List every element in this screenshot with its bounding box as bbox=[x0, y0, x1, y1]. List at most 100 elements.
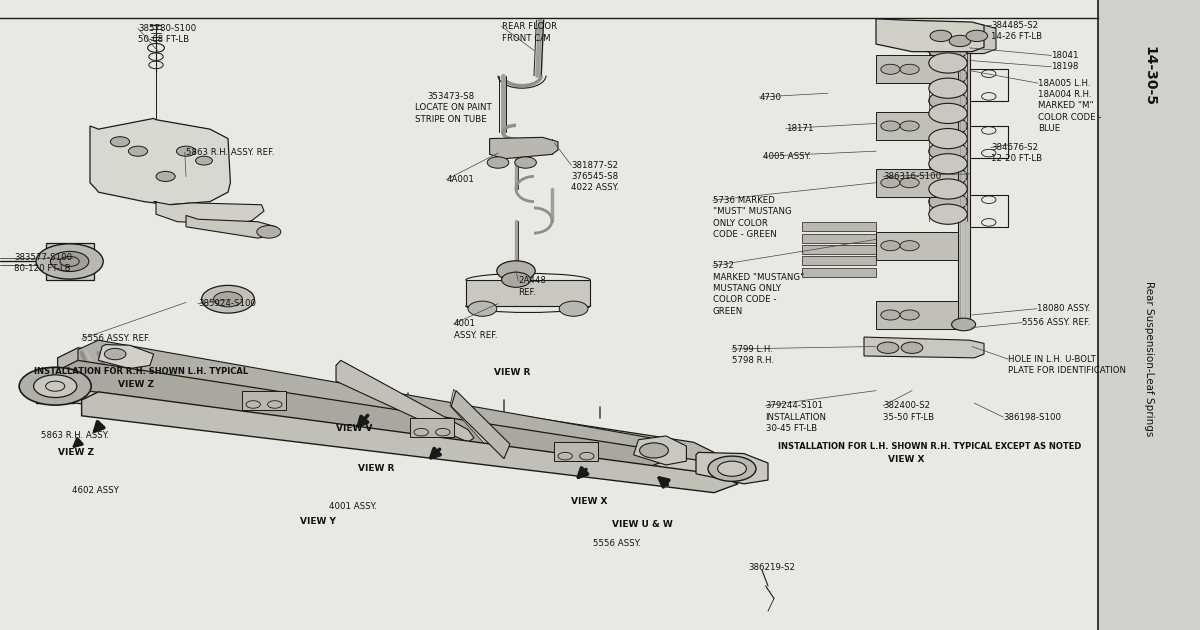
Text: PLATE FOR IDENTIFICATION: PLATE FOR IDENTIFICATION bbox=[1008, 366, 1126, 375]
Circle shape bbox=[881, 310, 900, 320]
Polygon shape bbox=[154, 202, 264, 224]
Text: 4730: 4730 bbox=[760, 93, 781, 101]
Text: 18A004 R.H.: 18A004 R.H. bbox=[1038, 90, 1092, 99]
Circle shape bbox=[929, 91, 967, 111]
Text: MARKED "MUSTANG": MARKED "MUSTANG" bbox=[713, 273, 804, 282]
Circle shape bbox=[900, 121, 919, 131]
Text: 50-68 FT-LB: 50-68 FT-LB bbox=[138, 35, 190, 44]
Circle shape bbox=[929, 40, 967, 60]
Circle shape bbox=[929, 103, 967, 123]
Circle shape bbox=[640, 443, 668, 458]
Circle shape bbox=[929, 78, 967, 98]
Text: 18171: 18171 bbox=[786, 124, 814, 133]
Text: VIEW Y: VIEW Y bbox=[300, 517, 336, 526]
Circle shape bbox=[257, 226, 281, 238]
Circle shape bbox=[36, 244, 103, 279]
Circle shape bbox=[708, 456, 756, 481]
Circle shape bbox=[900, 310, 919, 320]
Text: REAR FLOOR: REAR FLOOR bbox=[502, 22, 557, 31]
Circle shape bbox=[929, 129, 967, 149]
Polygon shape bbox=[451, 391, 510, 459]
Circle shape bbox=[929, 66, 967, 86]
Text: 376545-S8: 376545-S8 bbox=[571, 172, 618, 181]
Circle shape bbox=[515, 157, 536, 168]
Text: MUSTANG ONLY: MUSTANG ONLY bbox=[713, 284, 781, 293]
Polygon shape bbox=[186, 215, 276, 238]
Text: 18198: 18198 bbox=[1051, 62, 1079, 71]
Text: 18A005 L.H.: 18A005 L.H. bbox=[1038, 79, 1091, 88]
Polygon shape bbox=[554, 442, 598, 461]
Circle shape bbox=[881, 64, 900, 74]
Polygon shape bbox=[876, 232, 958, 260]
Text: 14-26 FT-LB: 14-26 FT-LB bbox=[991, 32, 1043, 41]
Text: Rear Suspension-Leaf Springs: Rear Suspension-Leaf Springs bbox=[1144, 282, 1154, 437]
Polygon shape bbox=[864, 337, 984, 358]
Text: 5556 ASSY.: 5556 ASSY. bbox=[593, 539, 641, 547]
Circle shape bbox=[502, 272, 530, 287]
Text: 5556 ASSY. REF.: 5556 ASSY. REF. bbox=[82, 335, 150, 343]
Text: REF.: REF. bbox=[518, 288, 536, 297]
Text: 2A448: 2A448 bbox=[518, 277, 546, 285]
Text: INSTALLATION FOR L.H. SHOWN R.H. TYPICAL EXCEPT AS NOTED: INSTALLATION FOR L.H. SHOWN R.H. TYPICAL… bbox=[778, 442, 1081, 450]
Polygon shape bbox=[78, 340, 672, 457]
Text: 353473-S8: 353473-S8 bbox=[427, 92, 474, 101]
Polygon shape bbox=[36, 369, 74, 403]
Text: 5732: 5732 bbox=[713, 261, 734, 270]
Text: INSTALLATION: INSTALLATION bbox=[766, 413, 827, 421]
Circle shape bbox=[128, 146, 148, 156]
Circle shape bbox=[718, 461, 746, 476]
Text: STRIPE ON TUBE: STRIPE ON TUBE bbox=[415, 115, 487, 123]
Circle shape bbox=[929, 154, 967, 174]
Text: HOLE IN L.H. U-BOLT: HOLE IN L.H. U-BOLT bbox=[1008, 355, 1096, 364]
Text: 18041: 18041 bbox=[1051, 51, 1079, 60]
Text: ASSY. REF.: ASSY. REF. bbox=[454, 331, 497, 340]
Circle shape bbox=[929, 141, 967, 161]
Text: "MUST" MUSTANG: "MUST" MUSTANG bbox=[713, 207, 792, 216]
Text: 12-20 FT-LB: 12-20 FT-LB bbox=[991, 154, 1043, 163]
Text: 4022 ASSY.: 4022 ASSY. bbox=[571, 183, 619, 192]
Polygon shape bbox=[242, 391, 286, 410]
Circle shape bbox=[952, 318, 976, 331]
Circle shape bbox=[929, 116, 967, 136]
Circle shape bbox=[34, 375, 77, 398]
Circle shape bbox=[176, 146, 196, 156]
Circle shape bbox=[497, 261, 535, 281]
Text: 381877-S2: 381877-S2 bbox=[571, 161, 618, 169]
Circle shape bbox=[881, 241, 900, 251]
Text: 4001 ASSY.: 4001 ASSY. bbox=[329, 502, 377, 511]
Text: 35-50 FT-LB: 35-50 FT-LB bbox=[883, 413, 935, 421]
Circle shape bbox=[50, 251, 89, 272]
Polygon shape bbox=[82, 392, 738, 493]
Text: LOCATE ON PAINT: LOCATE ON PAINT bbox=[415, 103, 492, 112]
Text: VIEW Z: VIEW Z bbox=[58, 448, 94, 457]
Text: VIEW R: VIEW R bbox=[358, 464, 394, 473]
Circle shape bbox=[104, 348, 126, 360]
Text: 384485-S2: 384485-S2 bbox=[991, 21, 1038, 30]
Text: VIEW V: VIEW V bbox=[336, 424, 372, 433]
Polygon shape bbox=[58, 360, 670, 467]
Polygon shape bbox=[900, 24, 996, 54]
Text: 385780-S100: 385780-S100 bbox=[138, 24, 196, 33]
Circle shape bbox=[19, 367, 91, 405]
Circle shape bbox=[156, 171, 175, 181]
Circle shape bbox=[468, 301, 497, 316]
Polygon shape bbox=[876, 55, 958, 83]
Text: 4005 ASSY.: 4005 ASSY. bbox=[763, 152, 811, 161]
Circle shape bbox=[929, 179, 967, 199]
Text: GREEN: GREEN bbox=[713, 307, 743, 316]
Polygon shape bbox=[802, 256, 876, 265]
Polygon shape bbox=[876, 301, 958, 329]
Circle shape bbox=[901, 342, 923, 353]
Text: VIEW X: VIEW X bbox=[888, 455, 924, 464]
Text: 386316-S100: 386316-S100 bbox=[883, 172, 941, 181]
Circle shape bbox=[900, 178, 919, 188]
Text: CODE - GREEN: CODE - GREEN bbox=[713, 230, 776, 239]
Text: 30-45 FT-LB: 30-45 FT-LB bbox=[766, 424, 817, 433]
Polygon shape bbox=[98, 345, 154, 369]
Polygon shape bbox=[58, 348, 714, 461]
Text: 18080 ASSY.: 18080 ASSY. bbox=[1037, 304, 1090, 313]
Text: 382400-S2: 382400-S2 bbox=[883, 401, 930, 410]
Circle shape bbox=[559, 301, 588, 316]
Circle shape bbox=[966, 30, 988, 42]
Circle shape bbox=[900, 64, 919, 74]
